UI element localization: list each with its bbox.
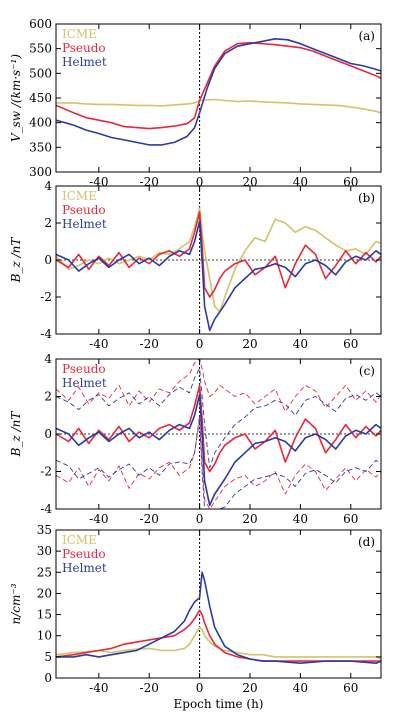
x-tick-label: -40 <box>89 337 108 351</box>
y-tick-label: 25 <box>37 565 52 579</box>
x-tick-label: -20 <box>140 337 159 351</box>
x-tick-label: 0 <box>196 337 204 351</box>
y-tick-label: -4 <box>40 502 52 516</box>
series-pseudo-line <box>56 609 381 662</box>
series-pseudo-line <box>56 211 381 298</box>
series-icme-line <box>56 626 381 660</box>
x-tick-label: 0 <box>196 681 204 695</box>
y-tick-label: -2 <box>40 465 52 479</box>
plot-frame <box>55 529 382 679</box>
series-helmet-line <box>56 37 381 146</box>
x-axis-label: Epoch time (h) <box>174 697 264 711</box>
y-tick-label: 600 <box>29 17 52 31</box>
legend-entry-pseudo: Pseudo <box>62 547 106 561</box>
y-tick-label: 300 <box>29 165 52 179</box>
legend-entry-pseudo: Pseudo <box>62 362 106 376</box>
y-axis-label-text: n/cm⁻³ <box>9 583 23 624</box>
y-axis-label-a: V_sw /(km·s⁻¹) <box>9 54 23 142</box>
series-pseudo-lower-line <box>56 414 381 509</box>
y-tick-label: 20 <box>37 586 52 600</box>
y-axis-label-d: n/cm⁻³ <box>9 583 23 624</box>
y-tick-label: 550 <box>29 42 52 56</box>
x-tick-label: 40 <box>293 337 308 351</box>
x-tick-label: 60 <box>343 512 358 526</box>
x-tick-label: -40 <box>89 681 108 695</box>
legend-entry-helmet: Helmet <box>62 376 107 390</box>
x-tick-label: 60 <box>343 337 358 351</box>
y-axis-label-text: B_z /nT <box>9 411 23 458</box>
y-tick-label: 0 <box>44 671 52 685</box>
x-tick-label: 20 <box>242 681 257 695</box>
x-tick-label: 0 <box>196 512 204 526</box>
series-pseudo-line <box>56 41 381 130</box>
x-tick-label: -40 <box>89 512 108 526</box>
series-group <box>56 207 381 332</box>
y-tick-label: 30 <box>37 544 52 558</box>
legend-entry-icme: ICME <box>62 533 97 547</box>
y-tick-label: 450 <box>29 91 52 105</box>
y-tick-label: 500 <box>29 66 52 80</box>
legend-entry-icme: ICME <box>62 189 97 203</box>
legend-entry-pseudo: Pseudo <box>62 41 106 55</box>
panel-label: (c) <box>359 364 375 378</box>
series-group <box>56 359 381 509</box>
x-tick-label: -20 <box>140 512 159 526</box>
legend-entry-pseudo: Pseudo <box>62 203 106 217</box>
y-tick-label: -4 <box>40 327 52 341</box>
y-tick-label: 10 <box>37 629 52 643</box>
series-group <box>56 37 381 146</box>
series-helmet-line <box>56 393 381 507</box>
y-axis-label-text: B_z /nT <box>9 237 23 284</box>
series-pseudo-line <box>56 384 381 473</box>
x-tick-label: -20 <box>140 681 159 695</box>
legend-entry-helmet: Helmet <box>62 217 107 231</box>
series-helmet-upper-line <box>56 367 381 469</box>
y-tick-label: 2 <box>44 216 52 230</box>
y-tick-label: 0 <box>44 427 52 441</box>
series-helmet-line <box>56 571 381 665</box>
series-helmet-lower-line <box>56 418 381 509</box>
y-tick-label: 350 <box>29 140 52 154</box>
legend-entry-helmet: Helmet <box>62 55 107 69</box>
x-tick-label: 20 <box>242 337 257 351</box>
y-tick-label: 4 <box>44 179 52 193</box>
y-axis-label-text: V_sw /(km·s⁻¹) <box>9 54 23 142</box>
y-tick-label: 4 <box>44 352 52 366</box>
y-tick-label: 5 <box>44 650 52 664</box>
panel-label: (d) <box>358 535 375 549</box>
panel-d: 0 5 10 15 20 25 30 35 -40 -20 0 20 40 60 (d) ICMEPseudo… <box>9 523 382 695</box>
y-axis-label-c: B_z /nT <box>9 411 23 458</box>
y-tick-label: 15 <box>37 608 52 622</box>
y-tick-label: 0 <box>44 253 52 267</box>
y-tick-label: -2 <box>40 290 52 304</box>
panel-label: (b) <box>358 191 375 205</box>
x-tick-label: 0 <box>196 175 204 189</box>
y-tick-label: 400 <box>29 116 52 130</box>
series-group <box>56 571 381 665</box>
x-tick-label: 40 <box>293 681 308 695</box>
y-tick-label: 2 <box>44 390 52 404</box>
panel-label: (a) <box>358 29 375 43</box>
y-tick-label: 35 <box>37 523 52 537</box>
x-tick-label: 40 <box>293 512 308 526</box>
series-pseudo-upper-line <box>56 359 381 412</box>
legend-entry-icme: ICME <box>62 27 97 41</box>
series-helmet-line <box>56 220 381 332</box>
x-tick-label: 20 <box>242 512 257 526</box>
x-tick-label: 60 <box>343 681 358 695</box>
legend-entry-helmet: Helmet <box>62 561 107 575</box>
series-icme-line <box>56 98 381 114</box>
y-axis-label-b: B_z /nT <box>9 237 23 284</box>
